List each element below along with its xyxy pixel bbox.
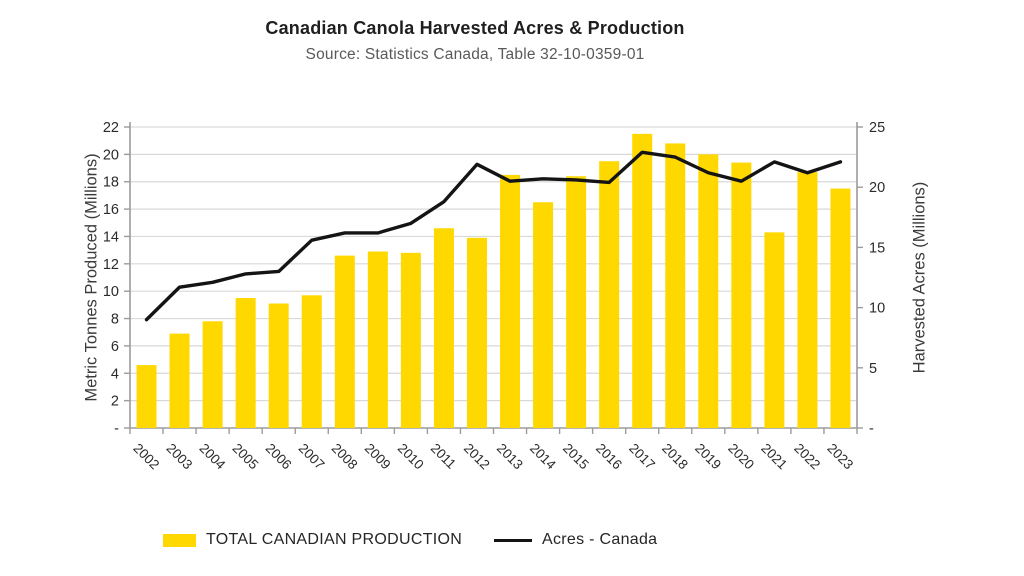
x-tick-label: 2021 <box>758 441 790 473</box>
production-swatch-icon <box>163 533 196 547</box>
bar <box>235 298 256 428</box>
x-tick-label: 2002 <box>130 441 162 473</box>
bar <box>301 295 322 428</box>
chart-subtitle: Source: Statistics Canada, Table 32-10-0… <box>305 46 645 63</box>
bar <box>500 174 521 428</box>
acres-line-swatch-icon <box>494 538 532 542</box>
left-axis-tick-label: 12 <box>103 257 119 273</box>
x-tick-label: 2008 <box>329 441 361 473</box>
bar <box>698 154 719 428</box>
x-tick-label: 2009 <box>362 441 394 473</box>
x-tick-label: 2017 <box>626 441 658 473</box>
bar <box>136 365 157 428</box>
left-axis-tick-label: 4 <box>111 366 119 382</box>
legend-label-production: TOTAL CANADIAN PRODUCTION <box>206 531 463 548</box>
bar <box>400 252 421 428</box>
bar <box>202 321 223 428</box>
left-axis-tick-label: 10 <box>103 284 119 300</box>
x-tick-label: 2005 <box>230 441 262 473</box>
legend: TOTAL CANADIAN PRODUCTION Acres - Canada <box>0 526 1024 556</box>
x-tick-label: 2022 <box>791 441 823 473</box>
x-tick-label: 2006 <box>263 441 295 473</box>
x-tick-label: 2007 <box>296 441 328 473</box>
bar <box>169 333 190 428</box>
legend-label-acres: Acres - Canada <box>542 531 658 548</box>
right-axis-tick-label: - <box>869 421 874 437</box>
bar <box>433 228 454 428</box>
bar <box>566 176 587 428</box>
bar <box>268 303 289 428</box>
left-axis-tick-label: 20 <box>103 147 119 163</box>
legend-item-acres: Acres - Canada <box>494 528 657 552</box>
left-axis-tick-label: - <box>114 421 119 437</box>
bar <box>797 172 818 428</box>
x-tick-label: 2013 <box>494 441 526 473</box>
x-tick-label: 2003 <box>163 441 195 473</box>
chart-title: Canadian Canola Harvested Acres & Produc… <box>265 18 685 38</box>
bar <box>599 161 620 429</box>
right-axis-tick-label: 5 <box>869 361 877 377</box>
right-axis-tick-label: 20 <box>869 180 885 196</box>
x-tick-label: 2015 <box>560 441 592 473</box>
left-axis-tick-label: 18 <box>103 175 119 191</box>
bar <box>632 133 653 428</box>
left-axis-tick-label: 6 <box>111 339 119 355</box>
bar <box>665 143 686 428</box>
x-tick-label: 2012 <box>461 441 493 473</box>
bar <box>731 162 752 428</box>
x-tick-label: 2019 <box>692 441 724 473</box>
bar <box>764 232 785 428</box>
left-axis-tick-label: 8 <box>111 312 119 328</box>
right-axis-tick-label: 10 <box>869 301 885 317</box>
x-tick-label: 2014 <box>527 441 559 473</box>
left-axis-tick-label: 22 <box>103 120 119 136</box>
right-axis-tick-label: 15 <box>869 240 885 256</box>
left-axis-tick-label: 2 <box>111 394 119 410</box>
bar <box>533 202 554 428</box>
x-tick-label: 2010 <box>395 441 427 473</box>
bar <box>830 188 851 428</box>
x-tick-label: 2020 <box>725 441 757 473</box>
acres-line <box>144 150 843 322</box>
bar <box>466 237 487 428</box>
x-tick-label: 2011 <box>428 441 459 472</box>
legend-item-production: TOTAL CANADIAN PRODUCTION <box>163 528 462 552</box>
right-axis-tick-label: 25 <box>869 120 885 136</box>
x-tick-label: 2023 <box>824 441 856 473</box>
x-tick-label: 2018 <box>659 441 691 473</box>
left-axis-tick-label: 14 <box>103 229 119 245</box>
bar <box>367 251 388 428</box>
left-axis-tick-label: 16 <box>103 202 119 218</box>
bar <box>334 255 355 428</box>
x-tick-label: 2016 <box>593 441 625 473</box>
x-tick-label: 2004 <box>196 441 228 473</box>
